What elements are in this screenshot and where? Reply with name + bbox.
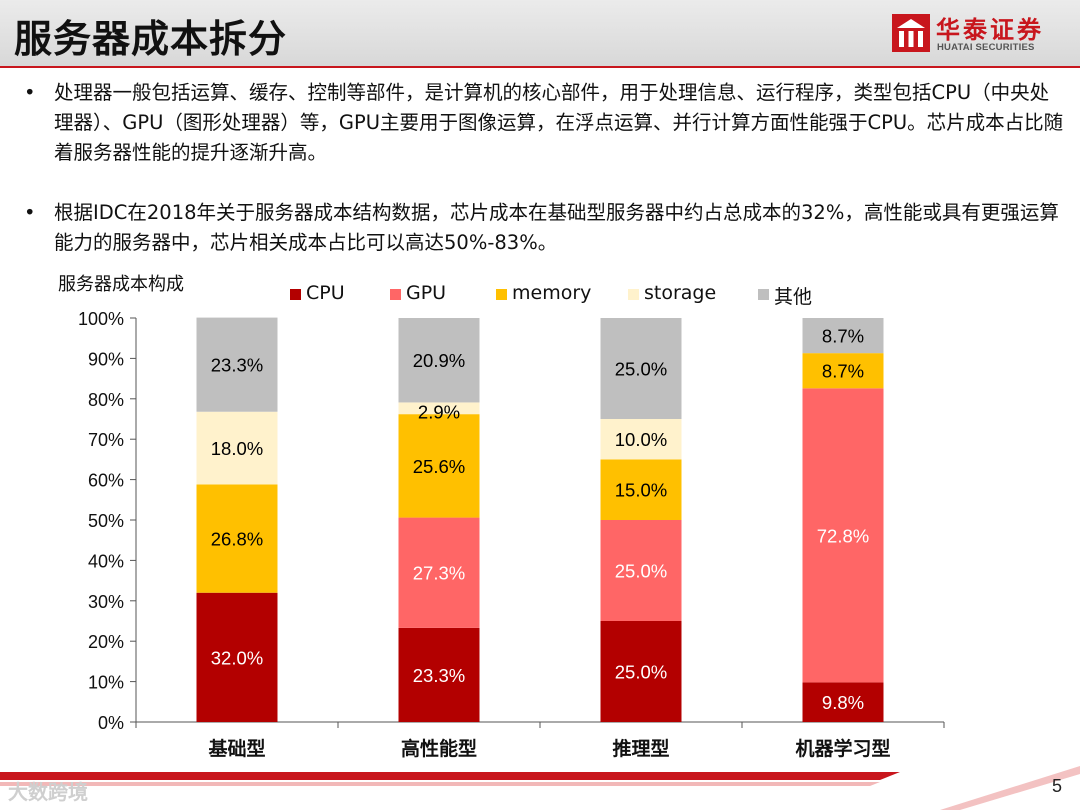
bar-segment — [802, 388, 884, 683]
bar-segment — [196, 592, 278, 722]
y-tick-label: 60% — [88, 471, 124, 491]
bar-segment — [600, 621, 682, 722]
data-label: 25.0% — [615, 359, 667, 380]
bar-segment — [802, 682, 884, 722]
y-tick-label: 40% — [88, 551, 124, 571]
header-bar: 服务器成本拆分 华泰证券 HUATAI SECURITIES — [0, 0, 1080, 66]
y-tick-label: 70% — [88, 430, 124, 450]
y-tick-label: 30% — [88, 592, 124, 612]
bar-segment — [802, 318, 884, 354]
y-tick-label: 50% — [88, 511, 124, 531]
legend-label: memory — [512, 282, 592, 304]
bar-segment — [600, 459, 682, 520]
bar-segment — [398, 318, 480, 403]
y-tick-label: 20% — [88, 632, 124, 652]
bar-segment — [196, 317, 278, 412]
legend-label: 其他 — [774, 286, 813, 308]
bar-segment — [398, 627, 480, 722]
data-label: 8.7% — [822, 326, 864, 347]
data-label: 25.6% — [413, 456, 465, 477]
bullet-dot: • — [24, 201, 36, 224]
data-label: 23.3% — [413, 665, 465, 686]
legend-swatch — [628, 289, 639, 300]
stacked-bar-chart: 0% 10% 20% 30% 40% 50% 60% 70% 80% 90% 100% 32.0% 26… — [78, 309, 945, 760]
bar-segment — [600, 318, 682, 419]
brand-name-cn: 华泰证券 — [936, 16, 1044, 44]
y-tick-label: 100% — [78, 309, 124, 329]
bullet-text: 根据IDC在2018年关于服务器成本结构数据，芯片成本在基础型服务器中约占总成本… — [54, 201, 1059, 254]
y-tick-label: 80% — [88, 390, 124, 410]
x-category-label: 基础型 — [207, 737, 265, 760]
data-label: 23.3% — [211, 355, 263, 376]
data-label: 25.0% — [615, 561, 667, 582]
x-category-label: 推理型 — [612, 737, 669, 760]
data-label: 18.0% — [211, 438, 263, 459]
bar-segment — [398, 402, 480, 415]
legend-label: CPU — [306, 282, 345, 304]
bar-segment — [802, 353, 884, 389]
data-label: 20.9% — [413, 350, 465, 371]
legend-swatch — [390, 289, 401, 300]
brand-logo: 华泰证券 HUATAI SECURITIES — [892, 12, 1062, 56]
x-category-label: 高性能型 — [401, 737, 477, 760]
bullet-dot: • — [24, 81, 36, 104]
bar-segment — [398, 517, 480, 628]
bar-segment — [398, 414, 480, 518]
legend-label: storage — [644, 282, 717, 304]
page-number: 5 — [1052, 776, 1063, 796]
page-title: 服务器成本拆分 — [14, 17, 288, 61]
x-category-label: 机器学习型 — [795, 737, 890, 760]
data-label: 32.0% — [211, 647, 263, 668]
data-label: 27.3% — [413, 563, 465, 584]
data-label: 15.0% — [615, 480, 667, 501]
y-tick-label: 90% — [88, 349, 124, 369]
bullet-item: • 处理器一般包括运算、缓存、控制等部件，是计算机的核心部件，用于处理信息、运行… — [24, 78, 1064, 168]
y-tick-label: 10% — [88, 673, 124, 693]
legend-swatch — [290, 289, 301, 300]
bullet-item: • 根据IDC在2018年关于服务器成本结构数据，芯片成本在基础型服务器中约占总… — [24, 198, 1064, 258]
bullet-text: 处理器一般包括运算、缓存、控制等部件，是计算机的核心部件，用于处理信息、运行程序… — [54, 81, 1064, 164]
data-label: 26.8% — [211, 529, 263, 550]
bar-segment — [196, 411, 278, 485]
bar-segment — [600, 419, 682, 460]
legend-swatch — [496, 289, 507, 300]
bullet-list: • 处理器一般包括运算、缓存、控制等部件，是计算机的核心部件，用于处理信息、运行… — [24, 78, 1064, 258]
legend-swatch — [758, 289, 769, 300]
data-label: 9.8% — [822, 692, 864, 713]
watermark-text: 大数跨境 — [8, 780, 88, 804]
bar-segment — [196, 484, 278, 593]
data-label: 72.8% — [817, 525, 869, 546]
data-label: 10.0% — [615, 429, 667, 450]
y-tick-label: 0% — [98, 713, 124, 733]
bar-segment — [600, 520, 682, 621]
data-label: 2.9% — [418, 401, 460, 422]
header-divider — [0, 66, 1080, 68]
footer-swoosh — [0, 766, 1080, 810]
brand-name-en: HUATAI SECURITIES — [937, 42, 1035, 53]
data-label: 25.0% — [615, 662, 667, 683]
legend-label: GPU — [406, 282, 447, 304]
chart-title: 服务器成本构成 — [58, 274, 184, 295]
data-label: 8.7% — [822, 361, 864, 382]
brand-logo-icon — [892, 14, 930, 52]
